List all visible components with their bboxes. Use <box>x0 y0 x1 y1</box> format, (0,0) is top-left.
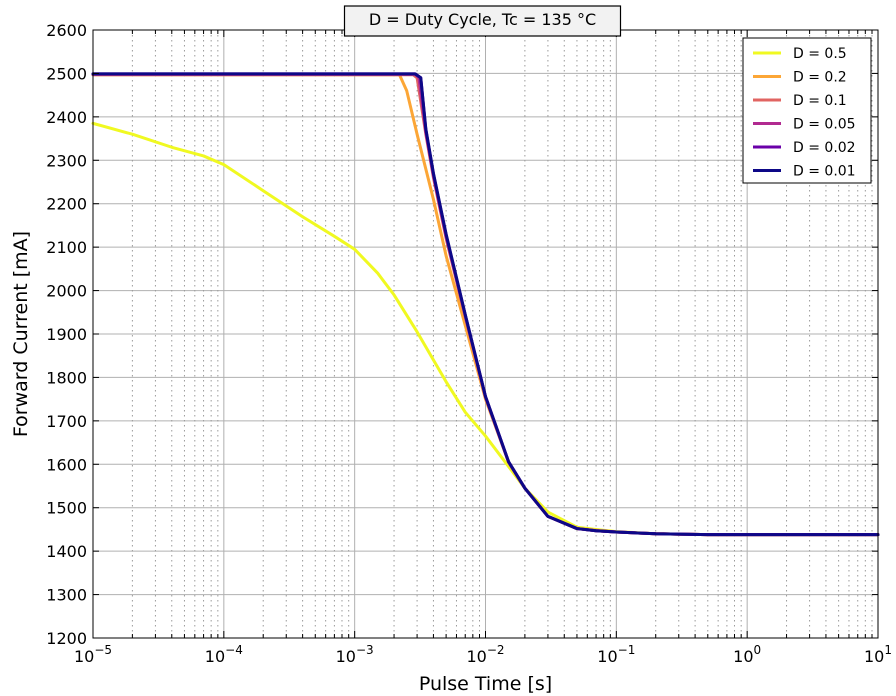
y-tick-label: 1500 <box>46 499 87 518</box>
y-tick-label: 2300 <box>46 151 87 170</box>
y-tick-label: 1700 <box>46 412 87 431</box>
y-tick-label: 1300 <box>46 586 87 605</box>
y-tick-label: 2200 <box>46 195 87 214</box>
x-tick-label: 10−5 <box>74 643 112 666</box>
legend: D = 0.5 D = 0.2 D = 0.1 D = 0.05 D = 0.02 D =… <box>742 37 872 184</box>
y-tick-label: 2500 <box>46 64 87 83</box>
x-tick-label: 100 <box>733 643 761 666</box>
y-tick-label: 2400 <box>46 108 87 127</box>
y-axis-label: Forward Current [mA] <box>10 231 32 437</box>
x-tick-label: 10−2 <box>466 643 504 666</box>
y-tick-label: 1800 <box>46 368 87 387</box>
y-tick-label: 1600 <box>46 455 87 474</box>
legend-label: D = 0.02 <box>793 140 856 156</box>
legend-box <box>742 37 872 184</box>
x-tick-labels: 10−5 10−4 10−3 10−2 10−1 100 101 <box>74 643 892 666</box>
chart-title: D = Duty Cycle, Tc = 135 °C <box>369 10 596 29</box>
x-tick-label: 10−3 <box>336 643 374 666</box>
y-tick-label: 1900 <box>46 325 87 344</box>
y-tick-label: 2100 <box>46 238 87 257</box>
legend-label: D = 0.2 <box>793 70 847 86</box>
minor-grid <box>131 30 873 638</box>
x-tick-label: 101 <box>864 643 892 666</box>
series-line-6 <box>91 72 880 537</box>
x-axis-label: Pulse Time [s] <box>419 673 552 695</box>
title-box: D = Duty Cycle, Tc = 135 °C <box>343 5 622 37</box>
series-layer <box>91 72 880 537</box>
y-tick-labels: 1200 1300 1400 1500 1600 1700 1800 1900 2000 2100… <box>46 21 87 648</box>
legend-label: D = 0.01 <box>793 164 856 180</box>
y-tick-label: 1400 <box>46 542 87 561</box>
y-tick-label: 2600 <box>46 21 87 40</box>
legend-label: D = 0.05 <box>793 117 856 133</box>
x-tick-label: 10−1 <box>597 643 635 666</box>
legend-label: D = 0.5 <box>793 46 847 62</box>
y-tick-label: 1200 <box>46 629 87 648</box>
legend-label: D = 0.1 <box>793 93 847 109</box>
y-tick-label: 2000 <box>46 282 87 301</box>
x-tick-label: 10−4 <box>205 643 243 666</box>
